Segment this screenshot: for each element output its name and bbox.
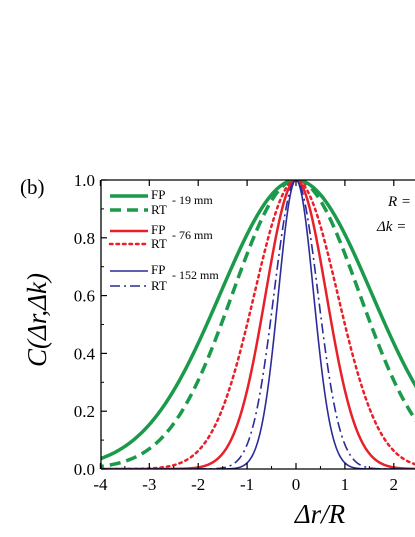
legend-group-label: - 76 mm [172,228,213,242]
legend-group-label: - 152 mm [172,268,219,282]
legend-label-rt: RT [151,236,167,251]
series-line-152mm-rt [101,180,415,469]
legend-label-fp: FP [151,187,165,202]
ticks: -4 -3 -2 -1 0 1 2 0.0 0.2 0.4 0.6 0.8 1.0 [74,171,398,494]
y-tick-label: 0.8 [74,229,95,248]
y-axis-label: C(Δr,Δk) [22,273,52,367]
x-tick-label: 2 [390,475,399,494]
legend-label-fp: FP [151,262,165,277]
legend-group-label: - 19 mm [172,193,213,207]
y-tick-label: 0.4 [74,344,96,363]
x-tick-label: 1 [341,475,350,494]
x-axis-label: Δr/R [294,499,346,529]
annotation-r: R = [387,194,411,210]
panel-label: (b) [20,175,45,199]
legend-label-rt: RT [151,202,167,217]
series-line-19mm-rt [101,180,415,469]
y-tick-label: 1.0 [74,171,95,190]
legend-label-rt: RT [151,278,167,293]
x-tick-label: -4 [93,475,108,494]
series-line-19mm-fp [101,180,415,461]
legend-label-fp: FP [151,222,165,237]
series-line-76mm-fp [101,180,415,469]
y-tick-label: 0.2 [74,402,95,421]
x-tick-label: -3 [142,475,156,494]
series-line-76mm-rt [101,180,415,469]
y-tick-label: 0.6 [74,287,95,306]
series-line-152mm-fp [101,180,415,469]
x-tick-label: 0 [292,475,301,494]
y-tick-label: 0.0 [74,460,95,479]
x-tick-label: -1 [240,475,254,494]
plot-area [101,180,415,469]
annotation-dk: Δk = [376,219,406,235]
x-tick-label: -2 [191,475,205,494]
series-layer [101,180,415,469]
